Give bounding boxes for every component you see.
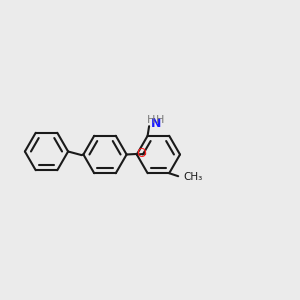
Text: CH₃: CH₃ <box>184 172 203 182</box>
Text: H: H <box>147 115 156 125</box>
Text: H: H <box>156 115 164 125</box>
Text: N: N <box>151 117 161 130</box>
Text: O: O <box>137 147 146 161</box>
